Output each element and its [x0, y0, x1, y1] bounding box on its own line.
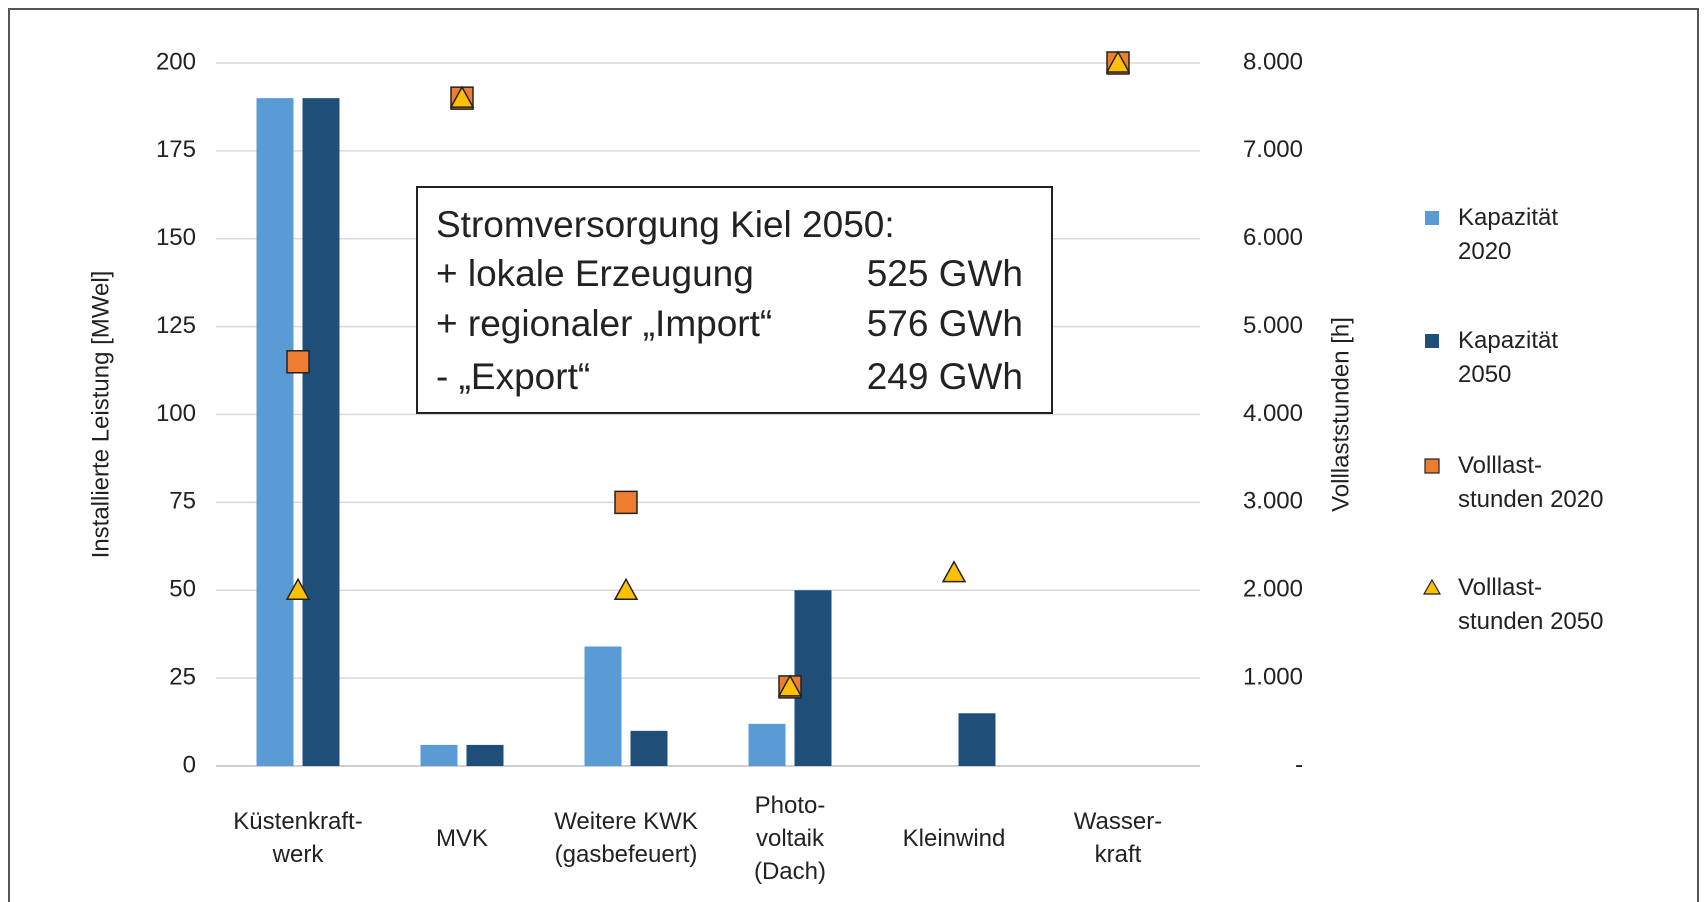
y2-tick-label: 6.000 [1243, 224, 1303, 251]
y-axis-title: Installierte Leistung [MWel] [87, 271, 114, 559]
annotation-box [416, 186, 1053, 414]
y-tick-label: 100 [156, 400, 196, 427]
legend-label: Kapazität 2020 [1458, 204, 1559, 265]
marker-triangle [449, 85, 475, 108]
annotation-label: - „Export“ [436, 356, 590, 397]
marker-triangle [1105, 50, 1131, 73]
legend-label: Volllast- stunden 2020 [1458, 452, 1604, 513]
annotation-value: 249 GWh [867, 356, 1023, 397]
bar [420, 744, 458, 766]
legend-label: Kapazität 2050 [1458, 327, 1559, 388]
y-tick-label: 150 [156, 224, 196, 251]
y-tick-label: 125 [156, 312, 196, 339]
y2-tick-label: 5.000 [1243, 312, 1303, 339]
x-tick-label: Kleinwind [902, 824, 1006, 852]
annotation-label: + regionaler „Import“ [436, 303, 772, 344]
y2-tick-label: 3.000 [1243, 488, 1303, 515]
marker-triangle [777, 674, 803, 697]
y-tick-label: 0 [183, 751, 196, 778]
y-tick-label: 75 [169, 488, 196, 515]
y-tick-label: 25 [169, 663, 196, 690]
y-tick-label: 200 [156, 48, 196, 75]
bar [748, 723, 786, 766]
legend-swatch [1422, 578, 1442, 595]
legend-swatch [1425, 334, 1439, 348]
y2-tick-label: 7.000 [1243, 136, 1303, 163]
annotation-title: Stromversorgung Kiel 2050: [436, 204, 895, 245]
legend-label: Volllast- stunden 2050 [1458, 574, 1604, 635]
marker-triangle [941, 560, 967, 583]
x-tick-label: Küstenkraft- werk [233, 808, 363, 868]
marker-square [286, 350, 310, 374]
bar [466, 744, 504, 766]
x-tick-label: Photo- voltaik (Dach) [753, 791, 826, 885]
y-tick-label: 175 [156, 136, 196, 163]
x-tick-label: MVK [435, 824, 488, 852]
bar [256, 98, 294, 766]
y-tick-label: 50 [169, 576, 196, 603]
marker-triangle [613, 577, 639, 600]
y2-tick-label: 1.000 [1243, 663, 1303, 690]
marker-triangle [285, 577, 311, 600]
bar [584, 646, 622, 766]
x-tick-label: Weitere KWK (gasbefeuert) [554, 808, 698, 868]
legend-swatch [1425, 211, 1439, 225]
y2-axis-title: Volllaststunden [h] [1327, 317, 1354, 512]
bar [630, 730, 668, 766]
y2-tick-label: - [1295, 751, 1303, 778]
x-tick-label: Wasser- kraft [1073, 808, 1163, 868]
marker-square [614, 490, 638, 515]
annotation-value: 576 GWh [867, 303, 1023, 344]
frame [8, 8, 1699, 902]
legend-swatch [1424, 458, 1440, 474]
y2-tick-label: 2.000 [1243, 576, 1303, 603]
bar [958, 713, 996, 766]
y2-tick-label: 4.000 [1243, 400, 1303, 427]
bar [302, 98, 340, 766]
annotation-label: + lokale Erzeugung [436, 253, 754, 294]
y2-tick-label: 8.000 [1243, 48, 1303, 75]
annotation-value: 525 GWh [867, 253, 1023, 294]
